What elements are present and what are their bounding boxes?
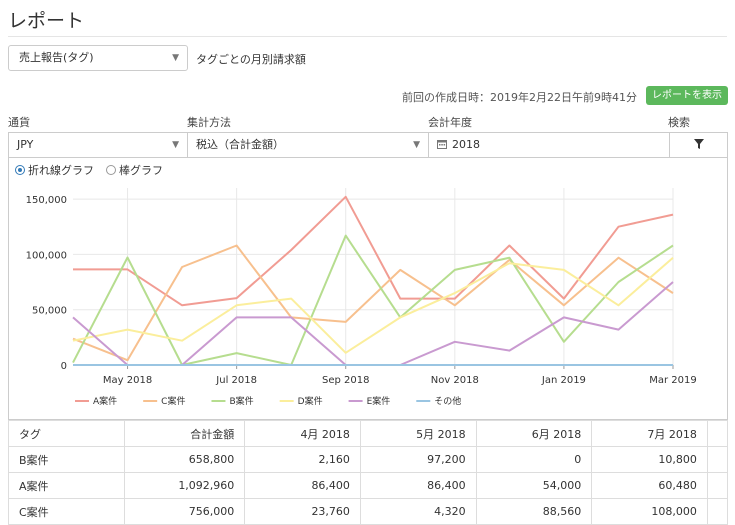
- table-cell-spacer: [706, 446, 729, 473]
- page-title: レポート: [8, 10, 85, 32]
- line-chart-option[interactable]: 折れ線グラフ: [15, 162, 94, 178]
- filter-bar: JPY ▼ 税込（合計金額） ▼ 2018: [8, 132, 728, 158]
- chart-type-toggle: 折れ線グラフ 棒グラフ: [15, 162, 175, 178]
- table-header-cell[interactable]: 4月 2018: [244, 420, 361, 447]
- filter-icon: [693, 139, 704, 149]
- currency-value: JPY: [17, 138, 34, 151]
- x-tick-label: May 2018: [103, 375, 152, 386]
- divider: [187, 133, 188, 157]
- radio-selected-icon: [15, 165, 25, 175]
- data-table: タグ 合計金額 4月 2018 5月 2018 6月 2018 7月 2018 B案件 65…: [8, 420, 729, 525]
- series-line: [73, 195, 674, 307]
- x-tick-label: Nov 2018: [431, 375, 479, 386]
- table-header-tag[interactable]: タグ: [8, 420, 125, 447]
- chart-panel: 折れ線グラフ 棒グラフ 0 50,000 100,000 150,000 May 201…: [8, 158, 728, 420]
- fiscal-year-value: 2018: [452, 138, 480, 151]
- table-cell-spacer: [706, 472, 729, 499]
- bar-chart-option[interactable]: 棒グラフ: [106, 162, 163, 178]
- table-cell-value: 97,200: [359, 446, 477, 473]
- radio-unselected-icon: [106, 165, 116, 175]
- table-header-cell[interactable]: 7月 2018: [591, 420, 708, 447]
- y-tick-label: 150,000: [26, 195, 67, 206]
- chevron-down-icon: ▼: [172, 140, 179, 150]
- x-tick-label: Mar 2019: [649, 375, 697, 386]
- legend-label: その他: [434, 395, 461, 407]
- y-tick-label: 0: [61, 361, 67, 372]
- table-cell-value: 10,800: [591, 446, 708, 473]
- table-cell-value: 756,000: [123, 498, 246, 525]
- fiscal-year-picker[interactable]: 2018: [429, 133, 669, 157]
- currency-select[interactable]: JPY ▼: [9, 133, 187, 157]
- legend-label: C案件: [161, 395, 185, 407]
- table-cell-value: 88,560: [475, 498, 593, 525]
- x-tick-label: Sep 2018: [322, 375, 369, 386]
- table-cell-value: 86,400: [359, 472, 477, 499]
- chevron-down-icon: ▼: [413, 140, 420, 150]
- series-line: [72, 281, 674, 366]
- series-line: [72, 244, 674, 362]
- table-cell-value: 54,000: [475, 472, 593, 499]
- table-cell-value: 60,480: [591, 472, 708, 499]
- aggregation-method-label: 集計方法: [187, 116, 231, 129]
- table-cell-value: 1,092,960: [123, 472, 246, 499]
- table-cell-value: 23,760: [244, 498, 361, 525]
- table-cell-tag: C案件: [8, 498, 125, 525]
- table-cell-value: 658,800: [123, 446, 246, 473]
- table-cell-value: 86,400: [244, 472, 361, 499]
- report-type-value: 売上報告(タグ): [19, 51, 94, 64]
- table-header-cell[interactable]: 6月 2018: [475, 420, 593, 447]
- divider: [669, 133, 670, 157]
- filter-button[interactable]: [670, 133, 727, 157]
- x-tick-label: Jan 2019: [541, 375, 586, 386]
- currency-label: 通貨: [8, 116, 30, 129]
- line-chart-label: 折れ線グラフ: [28, 164, 94, 177]
- table-row[interactable]: B案件 658,800 2,160 97,200 0 10,800: [8, 446, 729, 473]
- series-line: [72, 234, 674, 366]
- x-tick-label: Jul 2018: [215, 375, 257, 386]
- legend-label: A案件: [93, 395, 117, 407]
- fiscal-year-label: 会計年度: [428, 116, 472, 129]
- table-header-cell[interactable]: 合計金額: [123, 420, 246, 447]
- chevron-down-icon: ▼: [172, 53, 179, 63]
- y-tick-label: 100,000: [26, 250, 67, 261]
- table-row[interactable]: A案件 1,092,960 86,400 86,400 54,000 60,480: [8, 472, 729, 499]
- title-divider: [8, 36, 727, 37]
- calendar-icon: [437, 140, 447, 149]
- aggregation-method-select[interactable]: 税込（合計金額） ▼: [188, 133, 428, 157]
- table-row[interactable]: C案件 756,000 23,760 4,320 88,560 108,000: [8, 498, 729, 525]
- table-header-spacer: [706, 420, 729, 447]
- y-tick-label: 50,000: [32, 306, 67, 317]
- report-description: タグごとの月別請求額: [196, 53, 306, 66]
- aggregation-method-value: 税込（合計金額）: [196, 138, 284, 151]
- table-header-row: タグ 合計金額 4月 2018 5月 2018 6月 2018 7月 2018: [8, 420, 729, 447]
- table-cell-spacer: [706, 498, 729, 525]
- series-line: [72, 256, 674, 354]
- table-cell-tag: B案件: [8, 446, 125, 473]
- table-cell-value: 2,160: [244, 446, 361, 473]
- table-cell-value: 108,000: [591, 498, 708, 525]
- legend-label: D案件: [298, 395, 323, 407]
- bar-chart-label: 棒グラフ: [119, 164, 163, 177]
- legend-label: B案件: [229, 395, 253, 407]
- table-header-cell[interactable]: 5月 2018: [359, 420, 477, 447]
- report-type-select[interactable]: 売上報告(タグ) ▼: [8, 45, 188, 71]
- last-created-timestamp: 前回の作成日時：2019年2月22日午前9時41分: [402, 91, 637, 104]
- table-cell-tag: A案件: [8, 472, 125, 499]
- legend-label: E案件: [367, 395, 391, 407]
- divider: [428, 133, 429, 157]
- line-chart: 0 50,000 100,000 150,000 May 2018 Jul 2018 Sep…: [26, 188, 697, 407]
- table-cell-value: 0: [475, 446, 593, 473]
- show-report-button[interactable]: レポートを表示: [646, 86, 728, 105]
- table-cell-value: 4,320: [359, 498, 477, 525]
- search-label: 検索: [668, 116, 690, 129]
